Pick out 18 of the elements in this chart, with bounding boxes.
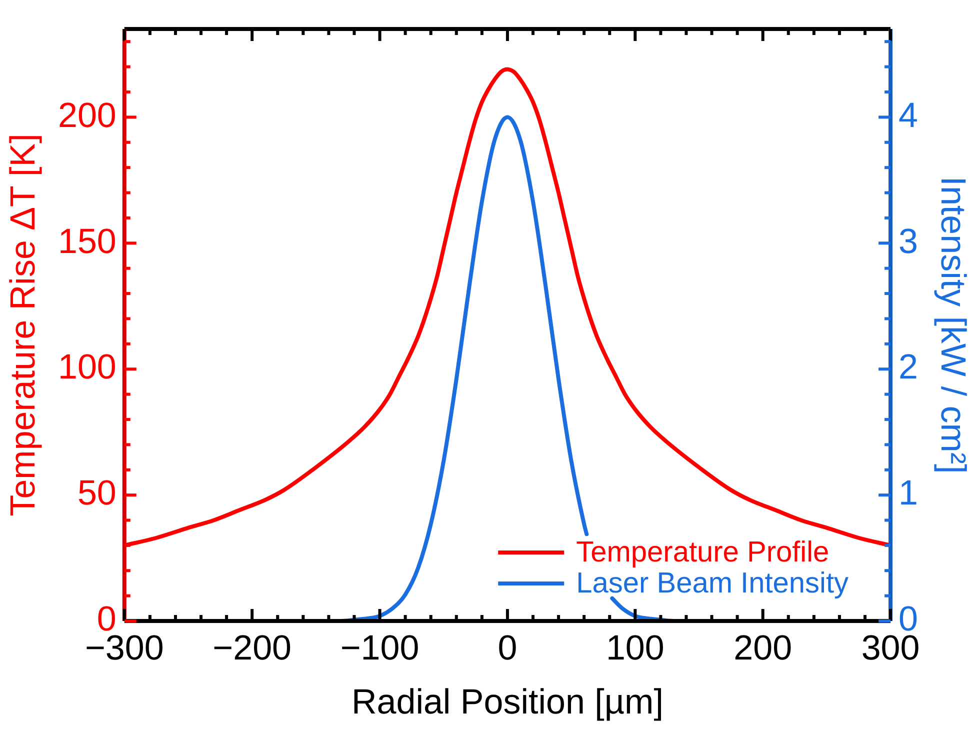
legend-label: Laser Beam Intensity <box>576 568 850 600</box>
y-tick-label: 50 <box>77 474 116 513</box>
y-tick-label: 200 <box>58 96 116 135</box>
x-tick-label: −200 <box>212 628 292 668</box>
x-tick-label: −100 <box>340 628 420 668</box>
y2-tick-label: 1 <box>898 474 918 513</box>
y2-axis-title: Intensity [kW / cm²] <box>933 176 972 474</box>
y2-tick-label: 2 <box>898 348 918 387</box>
y2-tick-label: 3 <box>898 222 918 261</box>
x-tick-label: 100 <box>606 628 664 668</box>
x-tick-label: 0 <box>498 628 518 668</box>
y2-tick-label: 4 <box>898 96 918 135</box>
x-tick-label: 200 <box>734 628 792 668</box>
y-tick-label: 100 <box>58 348 116 387</box>
legend-label: Temperature Profile <box>576 536 830 568</box>
y-axis-title: Temperature Rise ΔT [K] <box>4 134 43 516</box>
x-axis-title: Radial Position [µm] <box>351 682 664 722</box>
y-tick-label: 150 <box>58 222 116 261</box>
